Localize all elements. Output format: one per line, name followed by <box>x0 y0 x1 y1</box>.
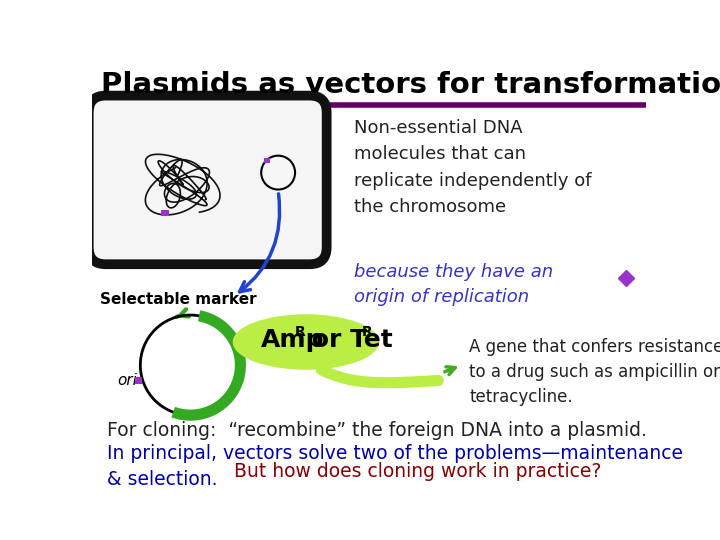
FancyBboxPatch shape <box>264 158 271 163</box>
Text: R: R <box>361 325 372 339</box>
Text: R: R <box>295 325 306 339</box>
Text: or Tet: or Tet <box>303 328 392 353</box>
Text: In principal, vectors solve two of the problems—maintenance
& selection.: In principal, vectors solve two of the p… <box>107 444 683 489</box>
Text: For cloning:  “recombine” the foreign DNA into a plasmid.: For cloning: “recombine” the foreign DNA… <box>107 421 647 440</box>
Text: Plasmids as vectors for transformation: Plasmids as vectors for transformation <box>101 71 720 99</box>
FancyBboxPatch shape <box>161 211 168 217</box>
Text: Amp: Amp <box>261 328 325 353</box>
FancyBboxPatch shape <box>135 377 143 383</box>
Text: Non-essential DNA
molecules that can
replicate independently of
the chromosome: Non-essential DNA molecules that can rep… <box>354 119 591 216</box>
Text: ori: ori <box>117 373 137 388</box>
Text: Selectable marker: Selectable marker <box>99 292 256 307</box>
Text: because they have an
origin of replication: because they have an origin of replicati… <box>354 264 553 307</box>
FancyBboxPatch shape <box>89 96 327 264</box>
Text: But how does cloning work in practice?: But how does cloning work in practice? <box>234 462 602 481</box>
Ellipse shape <box>233 314 379 370</box>
Text: A gene that confers resistance
to a drug such as ampicillin or
tetracycline.: A gene that confers resistance to a drug… <box>469 338 720 406</box>
